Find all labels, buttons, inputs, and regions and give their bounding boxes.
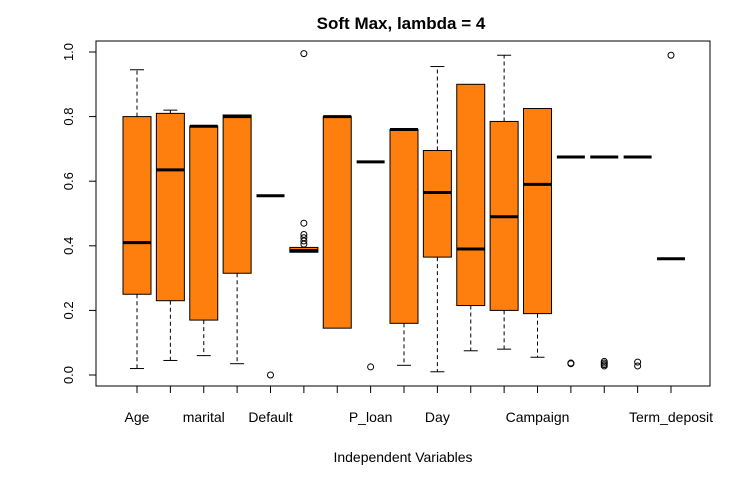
box-variable-14 xyxy=(556,155,585,368)
box-P_loan xyxy=(356,160,385,371)
outlier-point xyxy=(300,230,308,238)
x-tick-label: P_loan xyxy=(349,409,393,425)
box-variable-4 xyxy=(222,114,252,365)
y-tick-label: 0.8 xyxy=(61,108,76,126)
outlier-point xyxy=(634,358,642,366)
box-body xyxy=(122,116,152,295)
box-variable-12 xyxy=(489,54,519,350)
outlier-point xyxy=(300,50,308,58)
x-tick-label: Age xyxy=(125,409,150,425)
y-axis: 0.0 0.2 0.4 0.6 0.8 1.0 xyxy=(61,43,97,384)
box-variable-15 xyxy=(590,155,619,370)
outlier-point xyxy=(300,234,308,242)
outlier-point xyxy=(300,219,308,227)
outlier-point xyxy=(567,359,575,367)
box-body xyxy=(189,125,219,321)
x-axis: Age marital Default P_loan Day Campaign Term_d… xyxy=(125,385,713,425)
box-marital xyxy=(189,124,219,357)
outlier-point xyxy=(600,357,608,365)
box-variable-11 xyxy=(456,83,486,352)
box-Campaign xyxy=(523,108,552,358)
y-tick-label: 0.0 xyxy=(61,366,76,384)
x-tick-label: Day xyxy=(425,409,450,425)
box-variable-2 xyxy=(155,109,185,361)
box-Age xyxy=(122,69,152,370)
chart-title: Soft Max, lambda = 4 xyxy=(317,14,486,33)
x-axis-label: Independent Variables xyxy=(333,449,472,465)
box-body xyxy=(322,116,352,329)
outlier-point xyxy=(667,51,675,59)
box-Default xyxy=(256,194,285,379)
box-variable-16 xyxy=(623,155,652,370)
x-tick-label: Term_deposit xyxy=(629,409,713,425)
box-variable-9 xyxy=(389,128,419,366)
outlier-point xyxy=(634,362,642,370)
box-body xyxy=(523,108,552,315)
box-body xyxy=(456,83,486,307)
box-body xyxy=(222,114,252,274)
box-Day xyxy=(422,66,452,373)
outlier-point xyxy=(267,371,274,379)
box-body xyxy=(389,129,419,324)
box-series xyxy=(122,50,685,379)
x-tick-label: marital xyxy=(183,409,225,425)
x-tick-label: Campaign xyxy=(506,409,570,425)
outlier-point xyxy=(367,363,375,371)
y-tick-label: 0.6 xyxy=(61,172,76,190)
y-tick-label: 1.0 xyxy=(61,43,76,61)
y-tick-label: 0.2 xyxy=(61,301,76,319)
x-tick-label: Default xyxy=(248,409,292,425)
box-body xyxy=(155,112,185,302)
box-variable-7 xyxy=(322,115,352,329)
box-Term_deposit xyxy=(657,51,685,261)
y-tick-label: 0.4 xyxy=(61,237,76,255)
box-body xyxy=(422,150,452,258)
box-variable-6 xyxy=(289,50,319,253)
